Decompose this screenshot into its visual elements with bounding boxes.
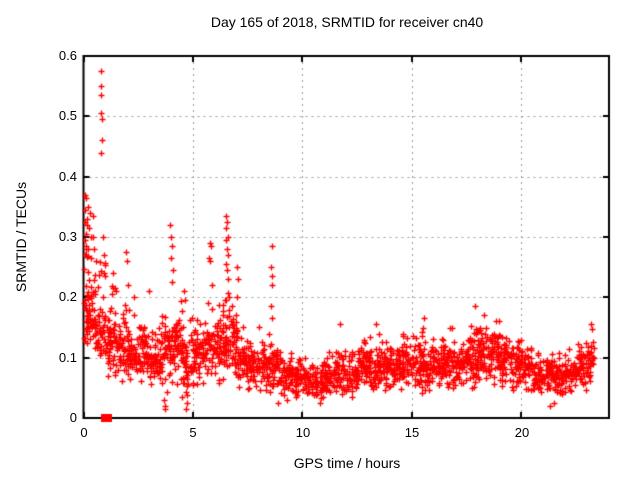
x-tick-label-15: 15 <box>404 425 420 440</box>
y-tick-label-0.2: 0.2 <box>58 289 77 304</box>
x-tick-label-5: 5 <box>189 425 197 440</box>
x-tick-label-0: 0 <box>80 425 88 440</box>
y-tick-label-0: 0 <box>69 410 77 425</box>
y-axis-label: SRMTID / TECUs <box>13 181 29 293</box>
y-tick-label-0.5: 0.5 <box>58 108 77 123</box>
y-tick-label-0.6: 0.6 <box>58 48 77 63</box>
x-axis-label: GPS time / hours <box>293 455 401 471</box>
y-tick-label-0.1: 0.1 <box>58 350 77 365</box>
chart-title: Day 165 of 2018, SRMTID for receiver cn4… <box>210 14 484 30</box>
x-tick-label-10: 10 <box>295 425 311 440</box>
y-tick-label-0.4: 0.4 <box>58 169 77 184</box>
x-tick-label-20: 20 <box>514 425 530 440</box>
y-tick-label-0.3: 0.3 <box>58 229 77 244</box>
